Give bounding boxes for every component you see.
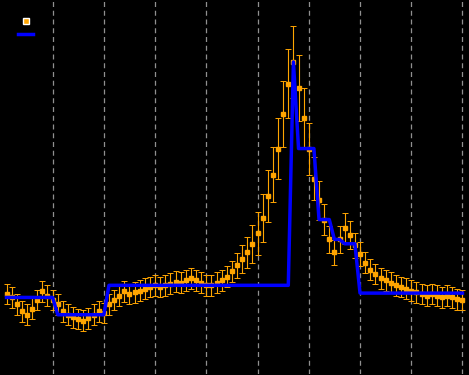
Legend: , : , — [15, 14, 39, 42]
